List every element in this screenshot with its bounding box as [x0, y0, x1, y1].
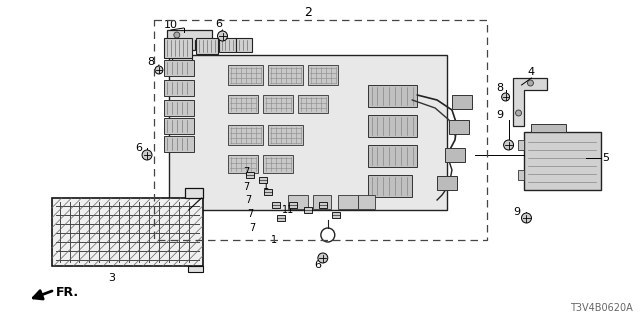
Bar	[169, 55, 447, 210]
Text: 5: 5	[602, 153, 609, 163]
Bar	[52, 198, 203, 266]
Circle shape	[218, 31, 227, 41]
Circle shape	[77, 228, 85, 236]
Bar	[308, 65, 338, 85]
Bar	[263, 95, 293, 113]
Bar	[518, 140, 524, 150]
Polygon shape	[167, 30, 212, 50]
Bar	[259, 177, 268, 183]
Text: 9: 9	[496, 110, 503, 120]
Bar	[268, 125, 303, 145]
Polygon shape	[172, 50, 192, 70]
Bar	[367, 145, 417, 167]
Circle shape	[174, 32, 180, 38]
Bar	[228, 65, 263, 85]
Text: FR.: FR.	[56, 285, 79, 299]
Bar	[524, 132, 601, 190]
Bar	[272, 202, 280, 208]
Text: 11: 11	[282, 205, 294, 215]
Bar	[449, 120, 469, 134]
Text: 6: 6	[314, 260, 321, 270]
Text: T3V4B0620A: T3V4B0620A	[570, 303, 632, 313]
Circle shape	[142, 150, 152, 160]
Bar	[164, 38, 192, 58]
Bar	[298, 95, 328, 113]
Bar	[185, 188, 203, 198]
Bar	[218, 38, 236, 52]
Bar	[531, 124, 566, 132]
Bar	[154, 20, 487, 240]
Text: 4: 4	[528, 67, 535, 77]
Bar	[358, 195, 376, 209]
Bar	[313, 195, 331, 209]
Bar	[236, 38, 252, 52]
Bar	[264, 189, 272, 195]
Bar	[228, 125, 263, 145]
Text: 7: 7	[243, 182, 250, 192]
Bar	[268, 65, 303, 85]
Bar	[164, 60, 194, 76]
Bar	[246, 172, 254, 178]
Circle shape	[502, 93, 509, 101]
Bar	[164, 80, 194, 96]
Bar	[288, 195, 308, 209]
Circle shape	[147, 228, 155, 236]
Text: 3: 3	[108, 273, 115, 283]
Bar	[332, 212, 340, 218]
Text: 7: 7	[243, 167, 250, 177]
Text: 1: 1	[271, 235, 277, 245]
Bar	[289, 202, 297, 208]
Bar	[304, 207, 312, 213]
Bar	[518, 170, 524, 180]
Bar	[164, 136, 194, 152]
Bar	[452, 95, 472, 109]
Text: 2: 2	[304, 5, 312, 19]
Circle shape	[516, 110, 522, 116]
Circle shape	[318, 253, 328, 263]
Circle shape	[527, 80, 533, 86]
Polygon shape	[513, 78, 547, 126]
Bar	[263, 155, 293, 173]
Text: 8: 8	[147, 57, 154, 67]
Text: 7: 7	[245, 195, 252, 205]
Bar	[338, 195, 358, 209]
Text: 6: 6	[136, 143, 143, 153]
Bar	[228, 95, 259, 113]
Bar	[188, 266, 203, 272]
Bar	[228, 155, 259, 173]
Circle shape	[504, 140, 513, 150]
Bar	[445, 148, 465, 162]
Text: 8: 8	[496, 83, 503, 93]
Text: 6: 6	[215, 19, 222, 29]
Bar	[196, 38, 218, 54]
Text: 10: 10	[164, 20, 178, 30]
Text: 7: 7	[247, 209, 253, 219]
Bar	[367, 175, 412, 197]
Bar	[319, 202, 327, 208]
Bar	[277, 215, 285, 221]
Bar	[164, 118, 194, 134]
Bar	[164, 100, 194, 116]
Bar	[367, 85, 417, 107]
Text: 1: 1	[263, 181, 269, 191]
Bar	[437, 176, 457, 190]
Circle shape	[155, 66, 163, 74]
Text: 9: 9	[513, 207, 520, 217]
Bar	[367, 115, 417, 137]
Circle shape	[522, 213, 531, 223]
Text: 7: 7	[249, 223, 255, 233]
